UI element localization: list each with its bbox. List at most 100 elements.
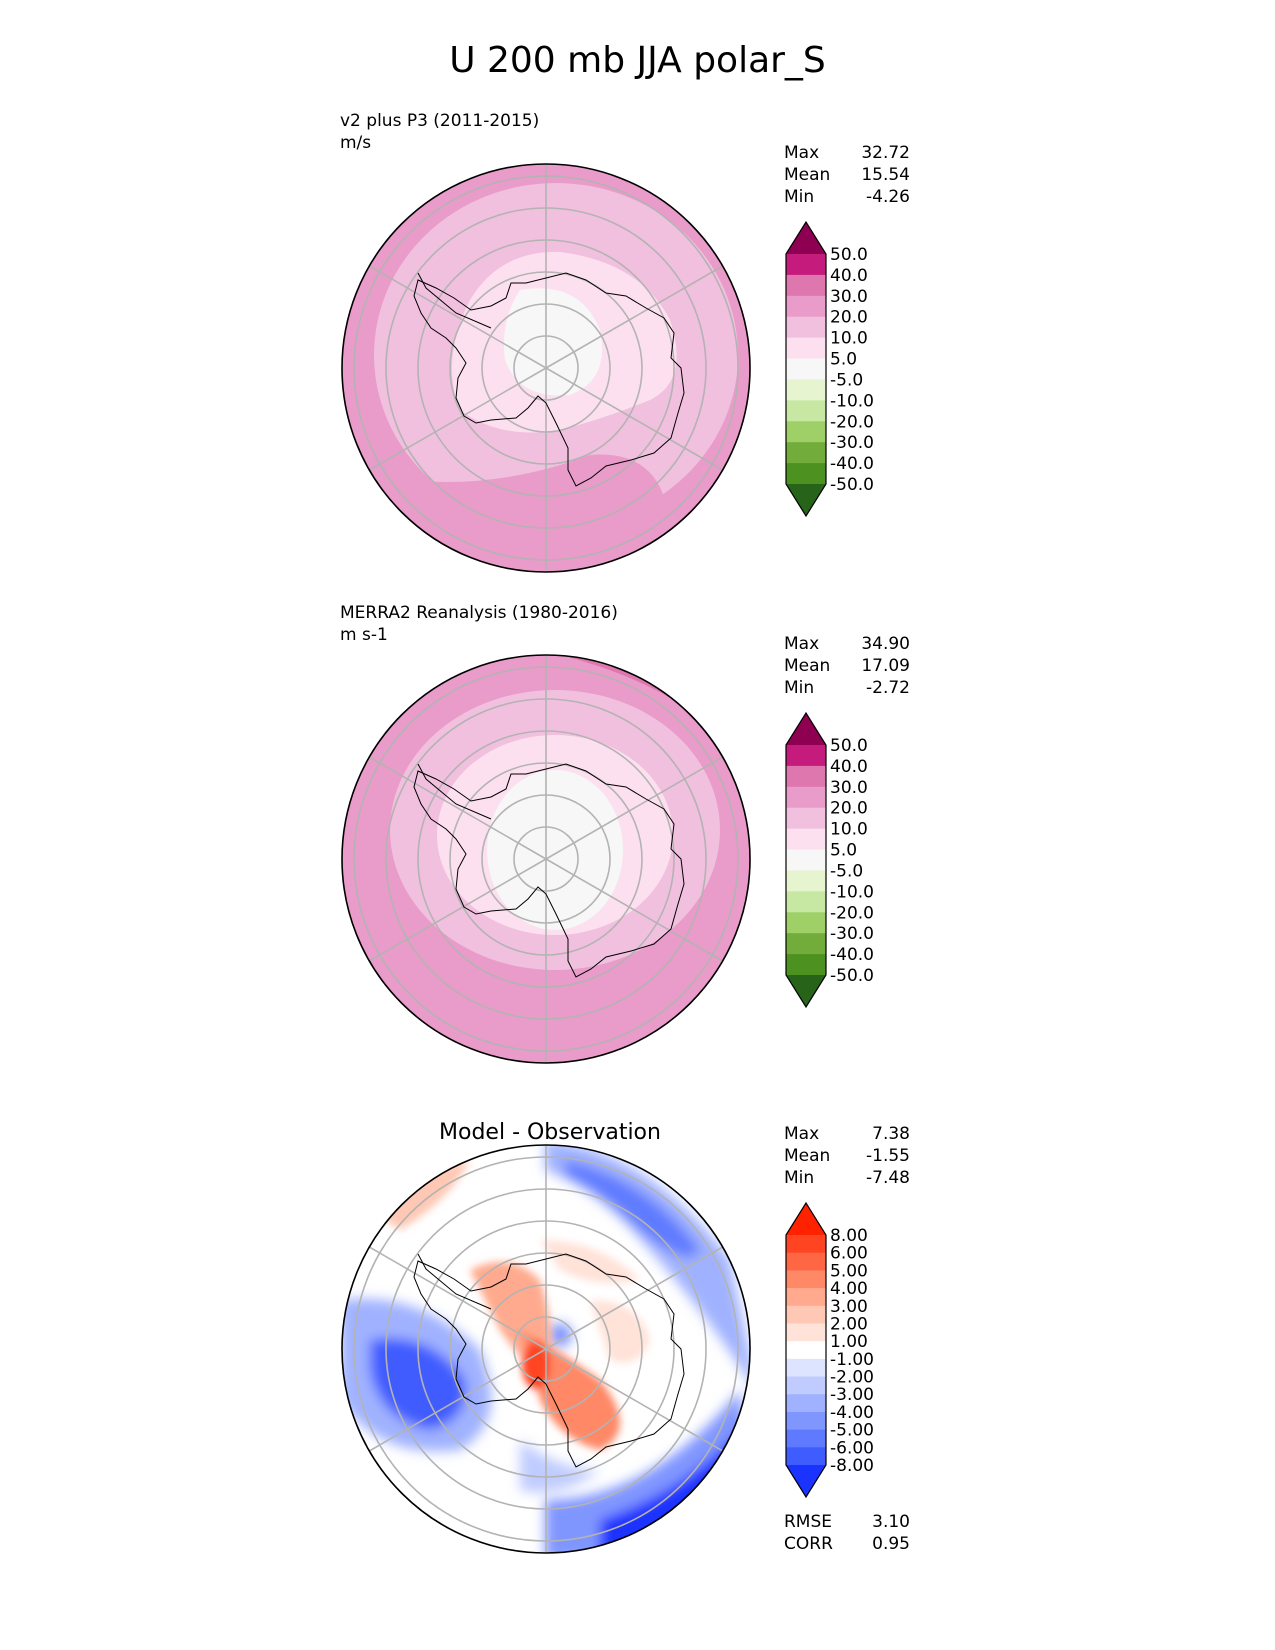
colorbar-segment [786,1429,826,1448]
colorbar-tick-label: 3.00 [830,1297,868,1317]
colorbar-segment [786,891,826,913]
longitude-gridline [368,265,547,369]
colorbar-ref: 50.040.030.020.010.05.0-5.0-10.0-20.0-30… [785,711,874,1009]
panel-test-units: m/s [340,133,372,153]
colorbar-tick-label: 20.0 [830,308,868,328]
colorbar-extend-max [786,222,826,254]
colorbar-segment [786,786,826,809]
colorbar-extend-max [786,713,826,745]
panel-ref-subtitle: MERRA2 Reanalysis (1980-2016) m s-1 [340,602,618,646]
colorbar-tick-label: 5.0 [830,841,857,861]
colorbar-tick-label: -10.0 [830,882,874,902]
colorbar-segment [786,807,826,830]
panel-ref-units: m s-1 [340,625,388,645]
colorbar-segment [786,463,826,485]
colorbar-tick-label: 1.00 [830,1332,868,1352]
panel-ref-name: MERRA2 Reanalysis (1980-2016) [340,603,618,623]
colorbar-segment [786,316,826,339]
colorbar-segment [786,1358,826,1378]
colorbar-segment [786,358,826,380]
map-overlays: 50.040.030.020.010.05.0-5.0-10.0-20.0-30… [341,163,874,1554]
colorbar-tick-label: 8.00 [830,1226,868,1246]
antarctic-peninsula-coastline [417,763,492,820]
colorbar-tick-label: -20.0 [830,903,874,923]
panel-diff-metrics: RMSE 3.10 CORR 0.95 [784,1511,910,1555]
antarctica-coastline [413,1253,685,1468]
figure-title: U 200 mb JJA polar_S [449,40,826,81]
colorbar-segment [786,849,826,871]
stat-max-value: 32.72 [861,143,910,163]
colorbar-tick-label: -6.00 [830,1438,874,1458]
colorbar-test: 50.040.030.020.010.05.0-5.0-10.0-20.0-30… [785,220,874,518]
colorbar-segment [786,954,826,976]
stat-max-label: Max [784,634,820,654]
colorbar-segment [786,1411,826,1431]
colorbar-tick-label: -1.00 [830,1350,874,1370]
stat-max-value: 7.38 [872,1124,910,1144]
stat-max-label: Max [784,1124,820,1144]
colorbar-tick-label: 30.0 [830,287,868,307]
map-boundary [341,1144,751,1554]
colorbar-tick-label: 40.0 [830,757,868,777]
colorbar-segment [786,828,826,851]
panel-test-stats: Max 32.72 Mean 15.54 Min -4.26 [784,142,910,208]
stat-mean-label: Mean [784,656,831,676]
colorbar-tick-label: -30.0 [830,433,874,453]
colorbar-tick-label: -30.0 [830,924,874,944]
colorbar-tick-label: 4.00 [830,1279,868,1299]
map-boundary [341,654,751,1064]
colorbar-segment [786,1305,826,1324]
map-boundary [341,163,751,573]
colorbar-segment [786,379,826,401]
map-1-overlay: 50.040.030.020.010.05.0-5.0-10.0-20.0-30… [341,163,874,573]
colorbar-segment [786,400,826,422]
colorbar-tick-label: 6.00 [830,1244,868,1264]
longitude-gridline [545,265,724,369]
colorbar-tick-label: 40.0 [830,266,868,286]
stat-min-value: -4.26 [866,187,910,207]
colorbar-tick-label: 5.00 [830,1261,868,1281]
colorbar-outline [785,220,827,518]
colorbar-extend-min [786,975,826,1007]
colorbar-tick-label: -5.0 [830,370,863,390]
antarctic-peninsula-coastline [417,1253,492,1310]
colorbar-tick-label: 20.0 [830,799,868,819]
stat-mean-label: Mean [784,1146,831,1166]
longitude-gridline [545,1348,724,1452]
colorbar-segment [786,295,826,318]
colorbar-tick-label: -2.00 [830,1368,874,1388]
colorbar-tick-label: -5.00 [830,1421,874,1441]
longitude-gridline [545,858,724,962]
rmse-value: 3.10 [872,1512,910,1532]
colorbar-tick-label: -4.00 [830,1403,874,1423]
longitude-gridline [545,367,724,471]
map-2-overlay: 50.040.030.020.010.05.0-5.0-10.0-20.0-30… [341,654,874,1064]
panel-ref-stats: Max 34.90 Mean 17.09 Min -2.72 [784,633,910,699]
colorbar-extend-max [786,1203,826,1235]
stat-max-label: Max [784,143,820,163]
longitude-gridline [545,1246,724,1350]
map-3-overlay: 8.006.005.004.003.002.001.00-1.00-2.00-3… [341,1144,874,1554]
stat-mean-value: -1.55 [866,1146,910,1166]
colorbar-tick-label: 50.0 [830,736,868,756]
antarctica-coastline [413,763,685,978]
colorbar-segment [786,1235,826,1254]
colorbar-segment [786,1341,826,1360]
colorbar-tick-label: -50.0 [830,966,874,986]
longitude-gridline [368,1348,547,1452]
colorbar-segment [786,1394,826,1413]
colorbar-tick-label: -8.00 [830,1456,874,1476]
longitude-gridline [368,858,547,962]
colorbar-segment [786,1288,826,1307]
stat-min-value: -7.48 [866,1168,910,1188]
colorbar-segment [786,337,826,360]
colorbar-tick-label: 5.0 [830,350,857,370]
colorbar-tick-label: -40.0 [830,454,874,474]
panel-test-subtitle: v2 plus P3 (2011-2015) m/s [340,110,539,154]
colorbar-tick-label: -40.0 [830,945,874,965]
colorbar-tick-label: 50.0 [830,245,868,265]
colorbar-segment [786,1447,826,1466]
colorbar-segment [786,870,826,892]
panel-diff-stats: Max 7.38 Mean -1.55 Min -7.48 [784,1123,910,1189]
